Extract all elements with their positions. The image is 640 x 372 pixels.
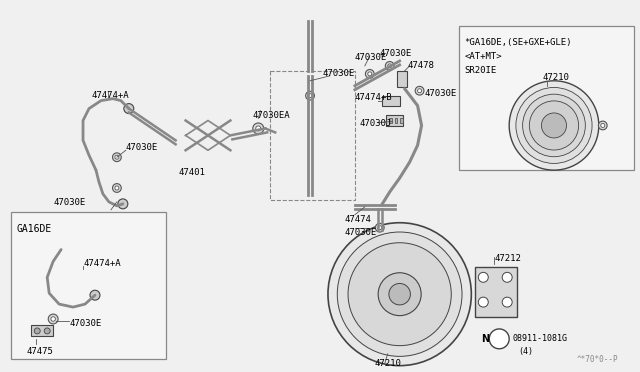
Bar <box>460 26 634 170</box>
Text: 47030E: 47030E <box>126 143 158 152</box>
Circle shape <box>478 297 488 307</box>
Text: 47401: 47401 <box>179 168 205 177</box>
Text: 47030E: 47030E <box>69 319 101 328</box>
Circle shape <box>328 223 471 366</box>
Bar <box>389 118 392 123</box>
Bar <box>381 96 399 106</box>
Circle shape <box>113 153 121 161</box>
Circle shape <box>365 70 374 78</box>
Text: 47030E: 47030E <box>323 69 355 78</box>
Text: 47210: 47210 <box>542 73 569 82</box>
Circle shape <box>348 243 451 346</box>
Text: 47030E: 47030E <box>53 198 85 207</box>
Circle shape <box>113 184 121 192</box>
Circle shape <box>115 186 119 190</box>
Circle shape <box>44 328 50 334</box>
Circle shape <box>308 94 312 98</box>
Text: 47030E: 47030E <box>424 89 457 98</box>
Text: 47474+A: 47474+A <box>83 259 121 269</box>
Circle shape <box>48 314 58 324</box>
Bar <box>400 118 403 123</box>
Circle shape <box>502 297 512 307</box>
Circle shape <box>489 329 509 349</box>
Text: GA16DE: GA16DE <box>17 224 52 234</box>
Circle shape <box>541 113 566 138</box>
Text: SR20IE: SR20IE <box>465 66 497 75</box>
Text: 47030J: 47030J <box>360 119 392 128</box>
Circle shape <box>478 272 488 282</box>
Circle shape <box>115 155 119 159</box>
Bar <box>270 71 355 200</box>
Text: 47212: 47212 <box>494 254 521 263</box>
Bar <box>12 212 166 359</box>
Circle shape <box>417 89 422 93</box>
Circle shape <box>378 226 381 230</box>
Text: 47030E: 47030E <box>355 53 387 62</box>
Circle shape <box>601 124 605 128</box>
Circle shape <box>51 317 56 321</box>
Text: 47474+B: 47474+B <box>355 93 392 102</box>
Circle shape <box>378 273 421 315</box>
Circle shape <box>388 64 392 68</box>
Circle shape <box>509 81 599 170</box>
Circle shape <box>529 101 579 150</box>
Circle shape <box>368 72 372 76</box>
Text: 47474: 47474 <box>345 215 372 224</box>
Circle shape <box>253 123 264 134</box>
Bar <box>387 115 403 126</box>
Circle shape <box>118 199 128 209</box>
Text: 47475: 47475 <box>26 347 53 356</box>
Bar <box>31 325 53 336</box>
Circle shape <box>389 283 410 305</box>
Bar <box>397 71 406 87</box>
Text: <AT+MT>: <AT+MT> <box>465 52 502 61</box>
Text: ^*70*0--P: ^*70*0--P <box>577 355 619 364</box>
Text: N: N <box>481 334 489 344</box>
Text: 47478: 47478 <box>408 61 435 70</box>
Text: 08911-1081G: 08911-1081G <box>512 334 567 343</box>
Circle shape <box>523 94 586 157</box>
Circle shape <box>256 126 260 131</box>
Text: (4): (4) <box>518 347 533 356</box>
Circle shape <box>385 61 394 70</box>
Bar <box>476 267 517 317</box>
Text: 47030E: 47030E <box>380 49 412 58</box>
Circle shape <box>415 86 424 95</box>
Circle shape <box>306 91 314 100</box>
Text: 47030E: 47030E <box>345 228 377 237</box>
Bar <box>395 118 397 123</box>
Text: 47030EA: 47030EA <box>252 110 290 119</box>
Circle shape <box>124 104 134 113</box>
Circle shape <box>337 232 462 356</box>
Text: 47210: 47210 <box>375 359 402 368</box>
Circle shape <box>598 121 607 130</box>
Circle shape <box>35 328 40 334</box>
Circle shape <box>516 87 592 163</box>
Text: *GA16DE,(SE+GXE+GLE): *GA16DE,(SE+GXE+GLE) <box>465 38 572 47</box>
Text: 47474+A: 47474+A <box>92 91 130 100</box>
Circle shape <box>90 290 100 300</box>
Circle shape <box>375 223 384 232</box>
Circle shape <box>502 272 512 282</box>
